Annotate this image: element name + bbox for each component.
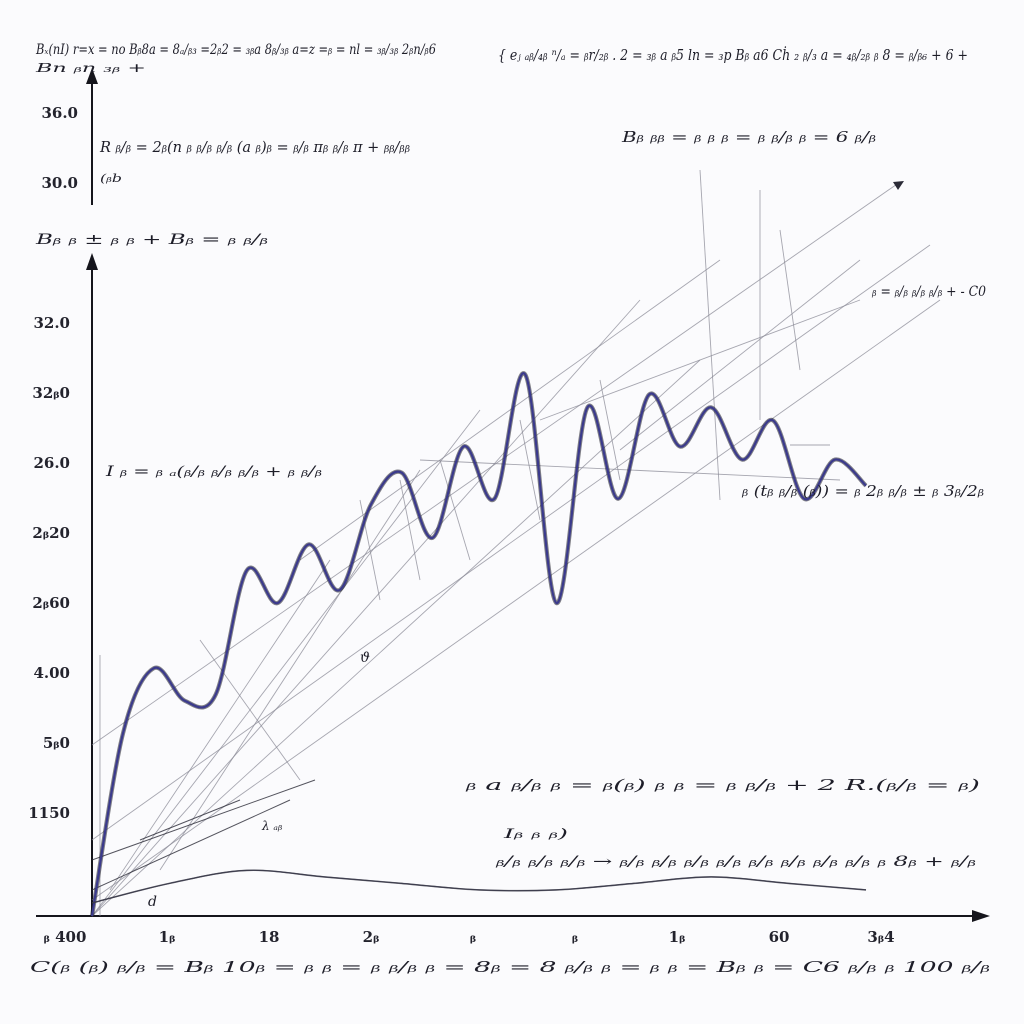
- construction-line: [109, 559, 331, 891]
- construction-line: [91, 299, 641, 917]
- construction-line: [519, 419, 541, 521]
- upper-y-tick-label: 30.0: [41, 174, 78, 192]
- construction-arrowhead: [893, 181, 904, 190]
- construction-line: [91, 409, 481, 917]
- construction-line: [439, 459, 471, 561]
- annotation-small-3: ϑ: [360, 650, 370, 666]
- upper-y-axis-arrow: [86, 68, 98, 84]
- construction-line: [91, 299, 941, 901]
- formula-top-left: Bₓ(nI) r=x = no Bᵦ8a = 8ₐ/ᵦ₃ =2ᵦ2 = ₃ᵦa …: [35, 42, 436, 58]
- construction-line: [159, 469, 421, 871]
- construction-line: [399, 479, 421, 581]
- formula-top-right: { eⱼ ₐᵦ/₄ᵦ ⁿ/ₐ = ᵦr/₂ᵦ . 2 = ₃ᵦ a ᵦ5 ln …: [498, 46, 968, 64]
- construction-line: [139, 799, 241, 841]
- y-tick-label: 32ᵦ0: [32, 384, 70, 402]
- construction-line: [359, 499, 381, 601]
- formula-center-left: I ᵦ = ᵦ ₐ(ᵦ/ᵦ ᵦ/ᵦ ᵦ/ᵦ + ᵦ ᵦ/ᵦ: [105, 464, 322, 480]
- construction-line: [539, 299, 861, 421]
- x-tick-label: 1ᵦ: [159, 928, 176, 946]
- construction-line: [599, 379, 621, 481]
- series-layer: [89, 371, 868, 917]
- formula-lower-right-1: ᵦ a ᵦ/ᵦ ᵦ = ᵦ(ᵦ) ᵦ ᵦ = ᵦ ᵦ/ᵦ + 2 R.(ᵦ/ᵦ …: [464, 776, 980, 794]
- y-tick-label: 2ᵦ20: [32, 524, 70, 542]
- formula-right-side: ᵦ = ᵦ/ᵦ ᵦ/ᵦ ᵦ/ᵦ + - C0: [871, 284, 986, 300]
- construction-line: [199, 639, 301, 781]
- y-axis-arrow: [86, 253, 98, 270]
- x-tick-label: 3ᵦ4: [867, 928, 894, 946]
- annotation-small-2: d: [148, 894, 157, 910]
- upper-y-tick-label: 36.0: [41, 104, 78, 122]
- formula-top-left-sub: Bn ᵦn ₃ᵦ +: [34, 61, 146, 75]
- x-tick-label: 18: [259, 928, 280, 946]
- formula-upper-mid-sub: (ᵦb: [100, 172, 122, 185]
- series-2-line: [91, 869, 867, 904]
- y-tick-label: 1150: [28, 804, 70, 822]
- y-tick-label: 4.00: [33, 664, 70, 682]
- tick-layer: 32.032ᵦ026.02ᵦ202ᵦ604.005ᵦ0115036.030.0ᵦ…: [28, 104, 894, 946]
- construction-line: [91, 779, 316, 861]
- y-tick-label: 32.0: [33, 314, 70, 332]
- construction-lines: [91, 169, 941, 917]
- x-tick-label: 60: [769, 928, 790, 946]
- annotation-small-1: λ ₐᵦ: [261, 819, 283, 833]
- construction-line: [91, 359, 701, 917]
- formula-lower-right-label: Iᵦ ᵦ ᵦ): [502, 827, 568, 842]
- formula-upper-mid: R ᵦ/ᵦ = 2ᵦ(n ᵦ ᵦ/ᵦ ᵦ/ᵦ (a ᵦ)ᵦ = ᵦ/ᵦ πᵦ ᵦ…: [99, 138, 410, 156]
- series-1-line: [90, 372, 867, 917]
- formula-mid-left: Bᵦ ᵦ ± ᵦ ᵦ + Bᵦ = ᵦ ᵦ/ᵦ: [34, 232, 268, 248]
- construction-line: [619, 259, 861, 451]
- y-tick-label: 26.0: [33, 454, 70, 472]
- formula-center-right: ᵦ (tᵦ ᵦ/ᵦ (ᵦ)) = ᵦ 2ᵦ ᵦ/ᵦ ± ᵦ 3ᵦ/2ᵦ: [741, 482, 985, 500]
- x-tick-label: 2ᵦ: [363, 928, 380, 946]
- construction-line: [91, 244, 931, 841]
- formula-annotations: Bₓ(nI) r=x = no Bᵦ8a = 8ₐ/ᵦ₃ =2ᵦ2 = ₃ᵦa …: [30, 42, 991, 976]
- formula-lower-right-2: ᵦ/ᵦ ᵦ/ᵦ ᵦ/ᵦ → ᵦ/ᵦ ᵦ/ᵦ ᵦ/ᵦ ᵦ/ᵦ ᵦ/ᵦ ᵦ/ᵦ ᵦ/…: [494, 854, 976, 870]
- x-axis-arrow: [972, 910, 990, 922]
- x-tick-label: ᵦ 400: [44, 928, 87, 946]
- x-tick-label: ᵦ: [572, 928, 578, 946]
- construction-line: [779, 229, 801, 371]
- y-tick-label: 5ᵦ0: [43, 734, 70, 752]
- construction-line: [699, 169, 721, 501]
- y-tick-label: 2ᵦ60: [32, 594, 70, 612]
- x-tick-label: 1ᵦ: [669, 928, 686, 946]
- formula-bottom: C(ᵦ (ᵦ) ᵦ/ᵦ = Bᵦ 10ᵦ = ᵦ ᵦ = ᵦ ᵦ/ᵦ ᵦ = 8…: [30, 958, 991, 976]
- x-tick-label: ᵦ: [470, 928, 476, 946]
- construction-line: [91, 799, 291, 891]
- formula-upper-right: Bᵦ ᵦᵦ = ᵦ ᵦ ᵦ = ᵦ ᵦ/ᵦ ᵦ = 6 ᵦ/ᵦ: [621, 128, 877, 146]
